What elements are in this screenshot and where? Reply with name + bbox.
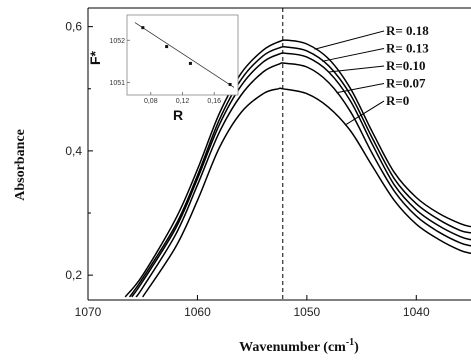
legend-pointer-3	[336, 83, 385, 94]
y-axis-label: Absorbance	[13, 129, 28, 201]
inset-point	[188, 61, 192, 65]
spectrum-line-0	[124, 39, 471, 298]
inset-point	[228, 82, 232, 86]
x-tick-label: 1060	[184, 305, 211, 319]
legend-pointer-0	[314, 30, 385, 50]
inset-point	[165, 45, 169, 49]
y-tick-label: 0,2	[65, 268, 82, 282]
inset-chart: 0,08 0,12 0,16 1051 1052	[109, 22, 235, 105]
x-axis-label-main: Wavenumber (cm	[239, 340, 346, 355]
y-tick-label: 0,6	[65, 20, 82, 34]
x-tick-label: 1040	[403, 305, 430, 319]
x-tick-label: 1050	[294, 305, 321, 319]
spectrum-line-3	[135, 62, 471, 298]
legend-label-4: R=0	[386, 93, 409, 108]
legend-pointer-2	[328, 65, 385, 73]
x-axis-label-sup: -1	[346, 337, 354, 348]
inset-y-tick-label: 1052	[109, 38, 125, 45]
inset-x-label: R	[173, 107, 183, 123]
legend-label-3: R=0.07	[386, 76, 426, 91]
inset-y-tick-label: 1051	[109, 80, 125, 87]
inset-fit-line	[134, 22, 235, 88]
inset-y-label: F*	[87, 50, 103, 65]
legend-label-2: R=0.10	[386, 58, 426, 73]
inset-frame	[126, 14, 239, 96]
spectrum-line-4	[142, 87, 471, 298]
spectra-curves	[124, 39, 471, 298]
spectrum-line-2	[131, 52, 471, 298]
legend: R= 0.18 R= 0.13 R=0.10 R=0.07 R=0	[314, 23, 429, 126]
inset-x-tick-label: 0,12	[176, 98, 190, 105]
legend-pointer-1	[322, 48, 385, 62]
inset-x-tick-label: 0,16	[207, 98, 221, 105]
legend-label-1: R= 0.13	[386, 41, 429, 56]
x-tick-label: 1070	[75, 305, 102, 319]
legend-label-0: R= 0.18	[386, 23, 429, 38]
inset-x-tick-label: 0,08	[144, 98, 158, 105]
x-axis-label: Wavenumber (cm-1)	[239, 337, 359, 355]
legend-pointer-4	[344, 100, 385, 126]
spectrum-line-1	[128, 45, 471, 298]
y-tick-label: 0,4	[65, 144, 82, 158]
main-ticks: 1070 1060 1050 1040 0,2 0,4 0,6	[65, 20, 430, 319]
inset-point	[141, 26, 145, 30]
x-axis-label-close: )	[354, 340, 359, 355]
